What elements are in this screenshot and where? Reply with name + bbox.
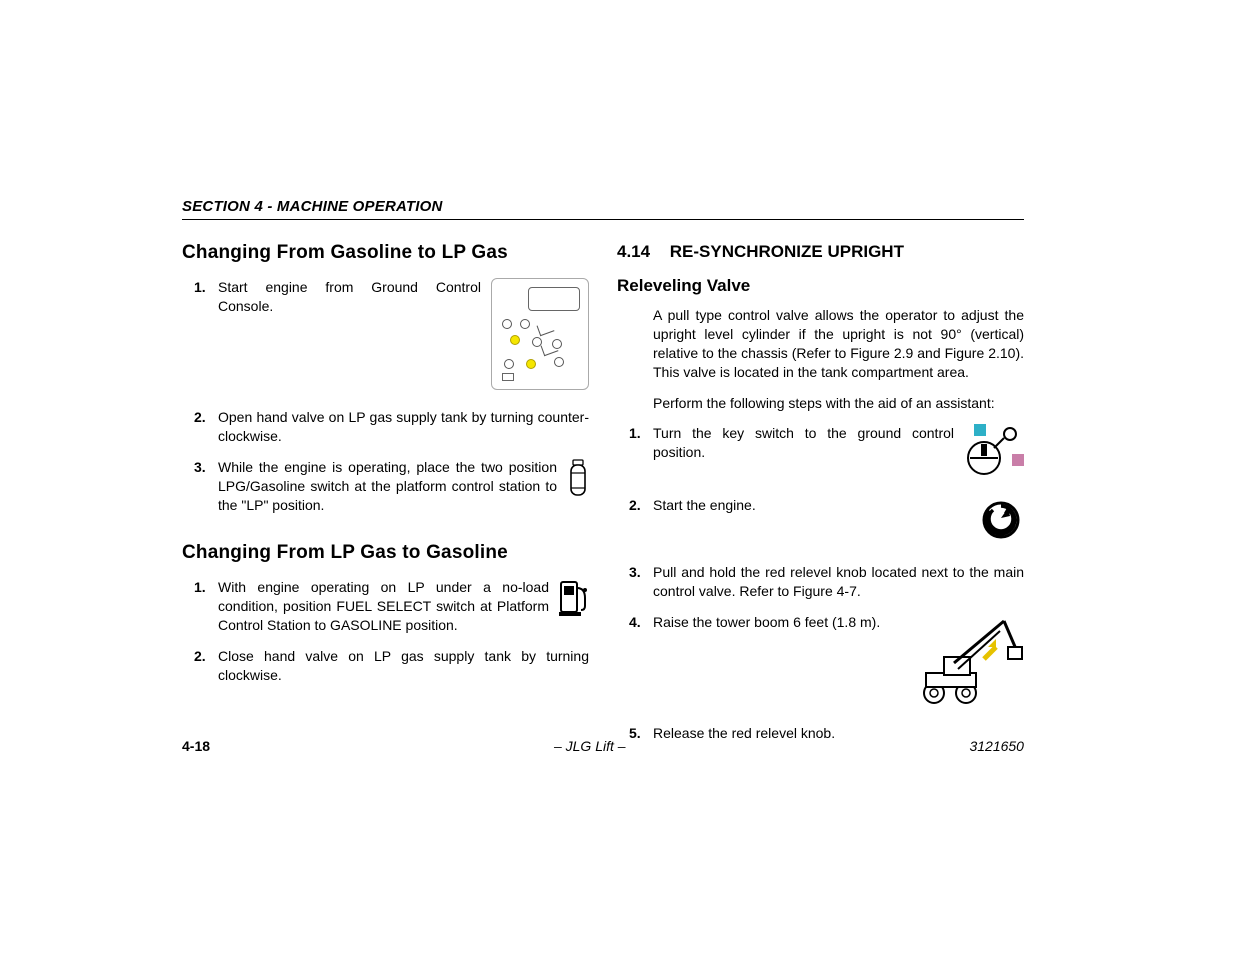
step-number: 2. (194, 647, 206, 666)
step-text: Start engine from Ground Control Console… (218, 278, 481, 316)
step-number: 1. (629, 424, 641, 443)
intro-paragraph: A pull type control valve allows the ope… (653, 306, 1024, 382)
step-text: Pull and hold the red relevel knob locat… (653, 564, 1024, 599)
step-item: 1. Start engine from Ground Control Cons… (218, 278, 589, 390)
boom-lift-icon (904, 607, 1024, 712)
heading-gas-to-lp: Changing From Gasoline to LP Gas (182, 242, 589, 264)
step-item: 4. Raise the tower boom 6 feet (1.8 m). (653, 613, 1024, 712)
key-switch-icon (964, 424, 1024, 478)
step-number: 2. (194, 408, 206, 427)
section-title: RE-SYNCHRONIZE UPRIGHT (670, 242, 904, 261)
step-number: 3. (194, 458, 206, 477)
step-item: 1. Turn the key switch to the ground con… (653, 424, 1024, 478)
step-item: 3. While the engine is operating, place … (218, 458, 589, 515)
step-number: 2. (629, 496, 641, 515)
footer-center: – JLG Lift – (554, 738, 626, 754)
step-number: 4. (629, 613, 641, 632)
step-text: While the engine is operating, place the… (218, 458, 557, 515)
step-item: 2. Close hand valve on LP gas supply tan… (218, 647, 589, 685)
content-area: SECTION 4 - MACHINE OPERATION Changing F… (182, 198, 1024, 755)
subheading-releveling: Releveling Valve (617, 276, 1024, 296)
step-item: 3. Pull and hold the red relevel knob lo… (653, 563, 1024, 601)
step-text: Start the engine. (653, 496, 968, 515)
start-engine-icon (978, 496, 1024, 545)
step-text: Open hand valve on LP gas supply tank by… (218, 409, 589, 444)
step-number: 1. (194, 278, 206, 297)
step-number: 1. (194, 578, 206, 597)
step-item: 1. With engine operating on LP under a n… (218, 578, 589, 635)
ground-control-console-icon (491, 278, 589, 390)
steps-lp-to-gas: 1. With engine operating on LP under a n… (182, 578, 589, 684)
section-number-heading: 4.14 RE-SYNCHRONIZE UPRIGHT (617, 242, 1024, 262)
step-item: 2. Open hand valve on LP gas supply tank… (218, 408, 589, 446)
two-column-layout: Changing From Gasoline to LP Gas 1. Star… (182, 240, 1024, 755)
section-header: SECTION 4 - MACHINE OPERATION (182, 198, 1024, 220)
step-item: 2. Start the engine. (653, 496, 1024, 545)
lp-tank-icon (567, 458, 589, 505)
step-text: Raise the tower boom 6 feet (1.8 m). (653, 613, 894, 632)
lead-paragraph: Perform the following steps with the aid… (653, 394, 1024, 413)
footer-doc-number: 3121650 (969, 738, 1024, 754)
heading-lp-to-gas: Changing From LP Gas to Gasoline (182, 542, 589, 564)
step-text: With engine operating on LP under a no-l… (218, 578, 549, 635)
left-column: Changing From Gasoline to LP Gas 1. Star… (182, 240, 589, 755)
fuel-pump-icon (559, 578, 589, 623)
footer-page-number: 4-18 (182, 738, 210, 754)
section-number: 4.14 (617, 242, 665, 262)
step-text: Close hand valve on LP gas supply tank b… (218, 648, 589, 683)
page: SECTION 4 - MACHINE OPERATION Changing F… (0, 0, 1235, 954)
steps-resync: 1. Turn the key switch to the ground con… (617, 424, 1024, 742)
page-footer: 4-18 – JLG Lift – 3121650 (182, 738, 1024, 754)
step-text: Turn the key switch to the ground contro… (653, 424, 954, 462)
right-column: 4.14 RE-SYNCHRONIZE UPRIGHT Releveling V… (617, 240, 1024, 755)
steps-gas-to-lp: 1. Start engine from Ground Control Cons… (182, 278, 589, 514)
step-number: 3. (629, 563, 641, 582)
